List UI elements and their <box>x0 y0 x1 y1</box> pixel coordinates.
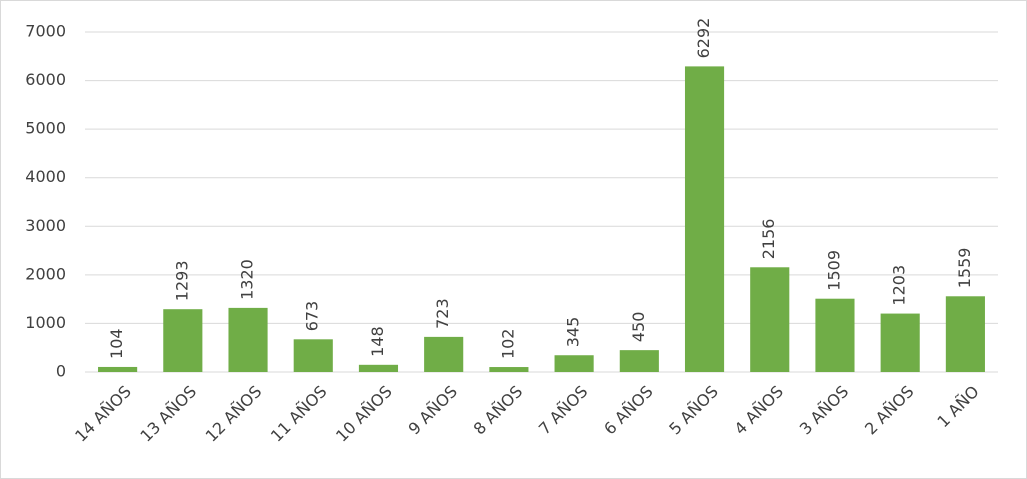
y-tick-label: 4000 <box>25 167 66 186</box>
bar <box>554 355 594 372</box>
bar <box>228 307 268 372</box>
data-label: 1559 <box>955 248 974 289</box>
y-tick-label: 2000 <box>25 264 66 283</box>
bar <box>684 66 725 372</box>
data-label: 6292 <box>694 18 713 59</box>
data-label: 450 <box>629 312 648 343</box>
bar <box>619 350 659 372</box>
bar <box>98 366 138 372</box>
y-tick-label: 5000 <box>25 119 66 138</box>
y-tick-label: 3000 <box>25 216 66 235</box>
data-label: 1509 <box>824 250 843 291</box>
y-tick-label: 6000 <box>25 70 66 89</box>
data-label: 2156 <box>759 219 778 260</box>
bar <box>945 296 985 372</box>
bar <box>489 367 529 372</box>
data-label: 673 <box>303 301 322 332</box>
y-tick-label: 0 <box>56 362 66 381</box>
data-label: 104 <box>107 328 126 359</box>
data-label: 1203 <box>890 265 909 306</box>
bar <box>880 313 920 372</box>
data-label: 345 <box>564 317 583 348</box>
y-tick-label: 1000 <box>25 313 66 332</box>
data-label: 148 <box>368 326 387 357</box>
data-label: 1320 <box>238 259 257 300</box>
bar <box>424 336 464 372</box>
bar <box>358 364 399 372</box>
bar <box>163 309 203 372</box>
bar <box>293 339 333 372</box>
data-label: 1293 <box>172 260 191 301</box>
bar <box>815 298 855 372</box>
y-tick-label: 7000 <box>25 22 66 41</box>
data-label: 723 <box>433 298 452 329</box>
bar <box>750 267 790 372</box>
data-label: 102 <box>498 328 517 359</box>
